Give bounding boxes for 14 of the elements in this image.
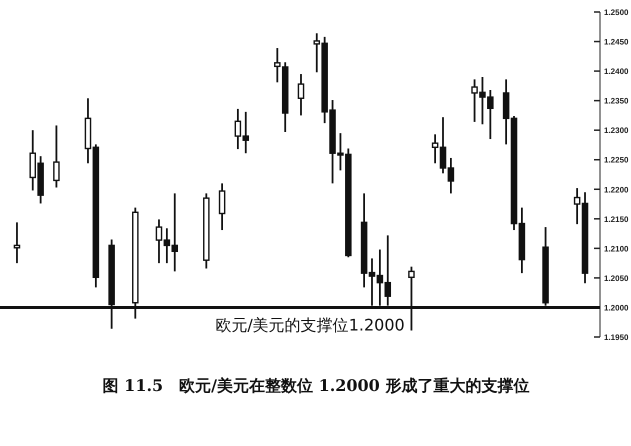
y-tick-label: 1.2400 <box>604 67 630 76</box>
y-tick-label: 1.2450 <box>604 38 630 47</box>
y-tick-label: 1.2100 <box>604 244 630 254</box>
y-tick-label: 1.2250 <box>604 156 630 165</box>
ref-line-label: 欧元/美元的支撑位1.2000 <box>215 315 405 334</box>
y-tick-label: 1.2150 <box>604 214 630 224</box>
y-tick-label: 1.2200 <box>604 185 630 194</box>
y-tick-label: 1.2500 <box>604 8 630 17</box>
y-tick-label: 1.2000 <box>604 303 630 312</box>
text: 图 11.5 欧元/美元在整数位 1.2000 形成了重大的支撑位 <box>102 376 530 395</box>
y-tick-label: 1.1950 <box>604 333 630 342</box>
y-tick-label: 1.2050 <box>604 274 630 283</box>
y-tick-label: 1.2350 <box>604 96 630 106</box>
y-tick-label: 1.2300 <box>604 126 630 136</box>
